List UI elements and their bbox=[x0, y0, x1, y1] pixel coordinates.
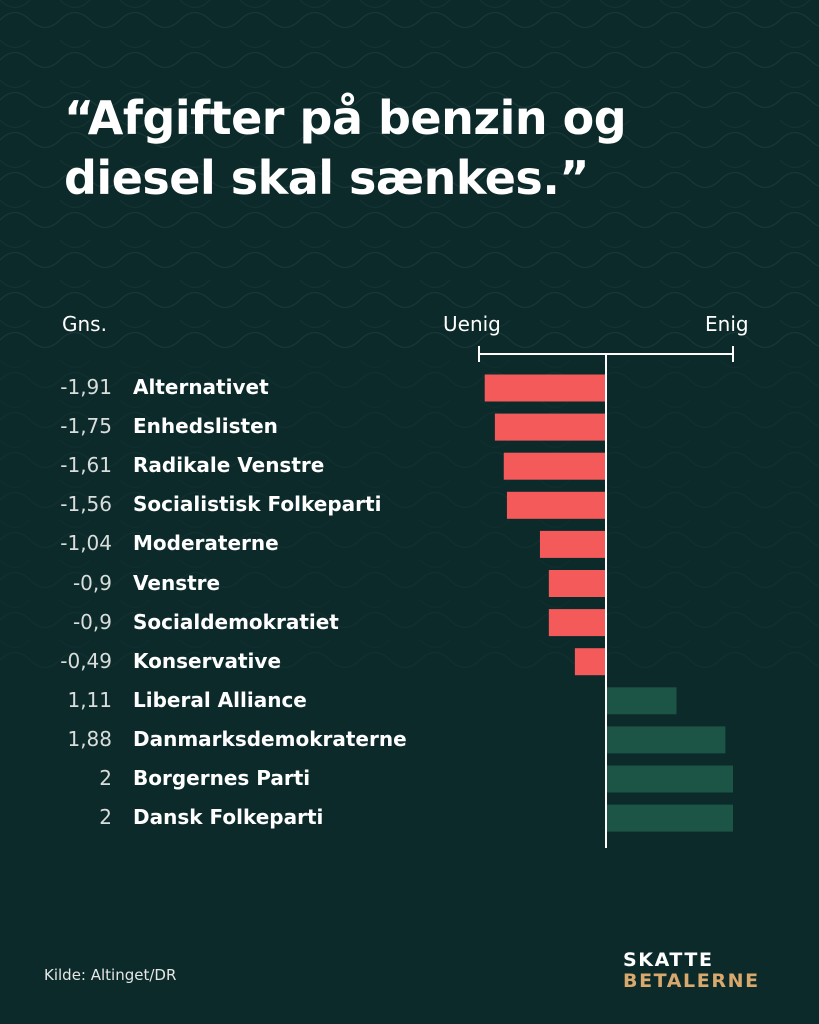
bar-socialistisk-folkeparti bbox=[506, 491, 606, 519]
value-label: -1,91 bbox=[60, 375, 112, 399]
bar-danmarksdemokraterne bbox=[606, 726, 726, 754]
value-label: 1,11 bbox=[67, 687, 112, 712]
party-label: Alternativet bbox=[133, 375, 269, 399]
logo-line-2: BETALERNE bbox=[623, 970, 760, 992]
party-label: Borgernes Parti bbox=[133, 766, 311, 790]
party-label: Dansk Folkeparti bbox=[133, 805, 324, 830]
party-label: Socialistisk Folkeparti bbox=[133, 492, 382, 517]
bar-dansk-folkeparti bbox=[606, 804, 733, 832]
value-label: 2 bbox=[99, 805, 112, 830]
value-label: -0,9 bbox=[72, 609, 112, 634]
party-label: Liberal Alliance bbox=[133, 687, 307, 712]
bar-borgernes-parti bbox=[606, 765, 733, 793]
bar-liberal-alliance bbox=[606, 687, 677, 715]
logo: SKATTE BETALERNE bbox=[623, 950, 760, 992]
value-label: 2 bbox=[99, 766, 112, 790]
party-label: Moderaterne bbox=[133, 531, 279, 556]
value-label: -1,56 bbox=[60, 492, 112, 517]
bar-radikale-venstre bbox=[503, 452, 606, 480]
bar-socialdemokratiet bbox=[548, 609, 606, 637]
party-label: Enhedslisten bbox=[133, 414, 278, 439]
bar-moderaterne bbox=[539, 530, 606, 558]
party-label: Socialdemokratiet bbox=[133, 609, 339, 634]
bar-alternativet bbox=[484, 374, 606, 402]
value-label: -0,49 bbox=[60, 648, 112, 673]
logo-line-1: SKATTE bbox=[623, 949, 714, 971]
agree-axis-label: Enig bbox=[705, 312, 749, 336]
party-label: Venstre bbox=[133, 570, 221, 595]
value-label: -1,04 bbox=[60, 531, 112, 556]
average-column-header: Gns. bbox=[62, 312, 107, 336]
bar-enhedslisten bbox=[494, 413, 606, 441]
disagree-axis-label: Uenig bbox=[443, 312, 501, 336]
party-label: Danmarksdemokraterne bbox=[133, 726, 407, 751]
value-label: -1,61 bbox=[60, 453, 112, 478]
chart-title: “Afgifter på benzin og diesel skal sænke… bbox=[64, 91, 627, 205]
value-label: -0,9 bbox=[72, 570, 112, 595]
source-note: Kilde: Altinget/DR bbox=[44, 966, 177, 984]
bar-konservative bbox=[574, 648, 606, 676]
value-label: 1,88 bbox=[67, 726, 112, 751]
party-label: Konservative bbox=[133, 648, 282, 673]
value-label: -1,75 bbox=[60, 414, 112, 439]
party-label: Radikale Venstre bbox=[133, 453, 325, 478]
bar-venstre bbox=[548, 570, 606, 597]
